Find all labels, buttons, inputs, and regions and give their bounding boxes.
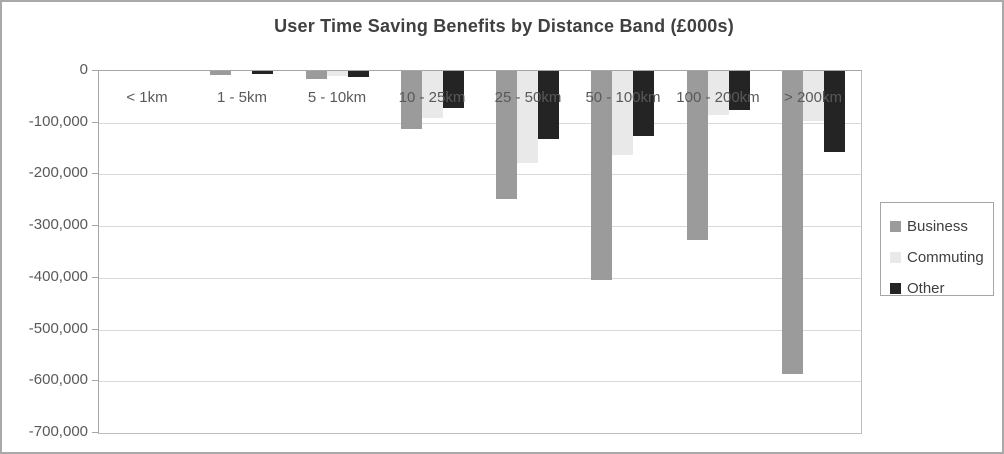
y-axis-tick	[92, 277, 98, 278]
x-axis-label: 25 - 50km	[494, 89, 562, 106]
y-axis-label: -500,000	[28, 320, 88, 337]
x-axis-label: 5 - 10km	[307, 89, 367, 106]
bar-commuting-5	[612, 71, 633, 155]
legend-item-commuting: Commuting	[890, 242, 993, 273]
x-axis-label: 100 - 200km	[676, 89, 760, 106]
x-axis-label: 50 - 100km	[585, 89, 661, 106]
x-axis-label: 1 - 5km	[216, 89, 267, 106]
bar-other-5	[633, 71, 654, 136]
y-axis-tick	[92, 70, 98, 71]
y-axis-label: -600,000	[28, 371, 88, 388]
y-axis-label: 0	[79, 61, 88, 78]
bar-other-2	[348, 71, 369, 77]
x-axis-label: 10 - 25km	[398, 89, 466, 106]
bar-business-5	[591, 71, 612, 280]
bar-business-3	[401, 71, 422, 129]
bar-business-7	[782, 71, 803, 374]
chart-title: User Time Saving Benefits by Distance Ba…	[274, 16, 734, 36]
bar-business-1	[210, 71, 231, 75]
legend-item-business: Business	[890, 211, 993, 242]
legend-swatch-other	[890, 283, 901, 294]
y-axis-tick	[92, 173, 98, 174]
gridline	[99, 174, 861, 175]
y-axis-label: -700,000	[28, 423, 88, 440]
bar-other-4	[538, 71, 559, 139]
x-axis-label: > 200km	[784, 89, 842, 106]
bar-other-7	[824, 71, 845, 152]
bar-commuting-3	[422, 71, 443, 118]
y-axis-tick	[92, 432, 98, 433]
bar-commuting-4	[517, 71, 538, 163]
y-axis-label: -400,000	[28, 268, 88, 285]
bar-commuting-7	[803, 71, 824, 121]
bar-business-2	[306, 71, 327, 79]
bar-commuting-6	[708, 71, 729, 115]
y-axis-tick	[92, 225, 98, 226]
plot-area: < 1km 1 - 5km 5 - 10km 10 - 25km 25 - 50km 50…	[98, 70, 862, 434]
y-axis-tick	[92, 329, 98, 330]
bar-other-3	[443, 71, 464, 108]
bar-business-6	[687, 71, 708, 240]
legend-swatch-business	[890, 221, 901, 232]
bar-other-6	[729, 71, 750, 110]
bar-business-4	[496, 71, 517, 199]
bar-other-1	[252, 71, 273, 74]
legend-label: Business	[907, 218, 968, 235]
gridline	[99, 278, 861, 279]
gridline	[99, 226, 861, 227]
legend-label: Commuting	[907, 249, 984, 266]
gridline	[99, 123, 861, 124]
bar-commuting-2	[327, 71, 348, 76]
legend-swatch-commuting	[890, 252, 901, 263]
gridline	[99, 381, 861, 382]
y-axis-label: -100,000	[28, 113, 88, 130]
gridline	[99, 330, 861, 331]
y-axis-label: -300,000	[28, 216, 88, 233]
legend-item-other: Other	[890, 273, 993, 304]
legend: Business Commuting Other	[880, 202, 994, 297]
x-axis-label: < 1km	[126, 89, 168, 106]
y-axis-label: -200,000	[28, 164, 88, 181]
y-axis-tick	[92, 380, 98, 381]
y-axis-tick	[92, 122, 98, 123]
legend-label: Other	[907, 280, 945, 297]
